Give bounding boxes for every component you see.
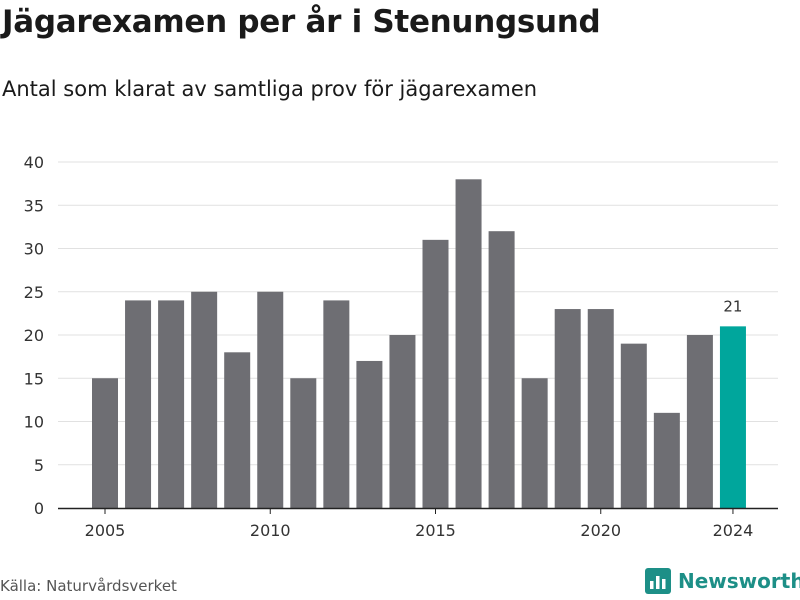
chart-subtitle: Antal som klarat av samtliga prov för jä… [2,77,538,101]
bar [158,300,185,508]
bar [125,300,152,508]
brand-name: Newsworthy [678,569,800,593]
x-tick-label: 2010 [250,521,291,540]
y-tick-label: 10 [24,413,44,432]
y-tick-label: 25 [24,283,44,302]
bar [389,335,416,508]
bar [521,378,548,508]
bar [554,309,581,508]
bar [323,300,350,508]
newsworthy-logo-icon [645,568,671,594]
y-tick-label: 15 [24,369,44,388]
bar [257,291,284,508]
x-tick-label: 2005 [85,521,126,540]
bar [653,412,680,508]
chart-title: Jägarexamen per år i Stenungsund [2,4,601,40]
source-note: Källa: Naturvårdsverket [0,577,177,595]
y-tick-label: 0 [34,499,44,518]
bar [620,343,647,508]
y-tick-label: 5 [34,456,44,475]
data-label: 21 [723,297,742,315]
bar [224,352,251,508]
x-tick-label: 2024 [713,521,754,540]
bar [455,179,482,509]
highlight-bar [719,326,746,508]
bar-chart: 0 5 10 15 20 25 30 35 40 21 2005 2010 2015 2020 2024 [24,153,778,540]
x-tick-label: 2015 [415,521,456,540]
bar [686,335,713,508]
y-tick-label: 20 [24,326,44,345]
bar [587,309,614,508]
bar [422,239,449,508]
x-tick-label: 2020 [580,521,621,540]
bar [92,378,118,508]
brand: Newsworthy [645,568,800,594]
bar [290,378,317,508]
y-tick-label: 40 [24,153,44,172]
y-tick-label: 35 [24,196,44,215]
bar [488,231,515,508]
bar [356,360,383,508]
bar [191,291,218,508]
y-tick-label: 30 [24,240,44,259]
